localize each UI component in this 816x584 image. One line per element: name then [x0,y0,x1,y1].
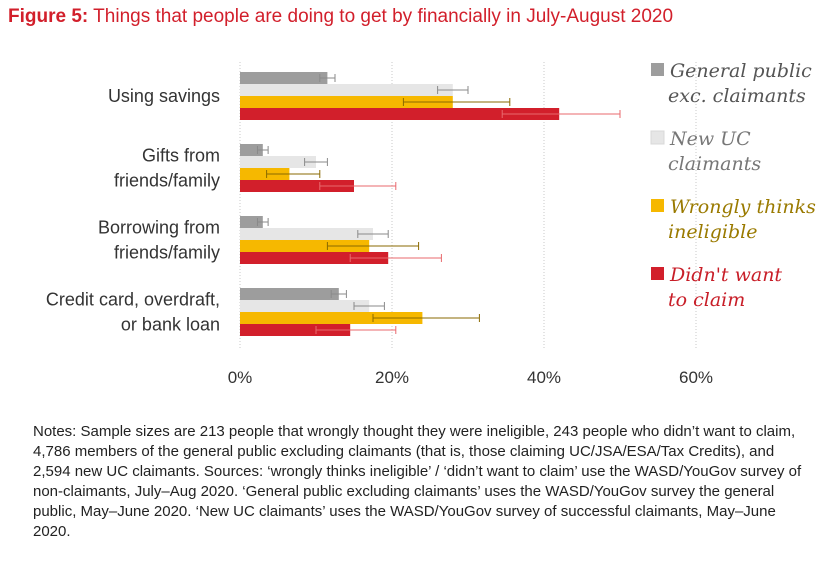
bar [240,96,453,108]
x-axis-ticks: 0% 20% 40% 60% [228,368,713,387]
category-label: friends/family [114,243,220,263]
bar [240,252,389,264]
figure-label: Figure 5: [8,6,89,27]
legend-swatch [651,199,664,212]
bar [240,84,453,96]
x-tick-label: 20% [375,368,409,387]
legend-label: ineligible [668,221,757,243]
bar [240,156,316,168]
figure-title: Figure 5: Things that people are doing t… [8,6,808,28]
legend-swatch [650,130,665,145]
legend-swatch [651,63,664,76]
x-tick-label: 60% [679,368,713,387]
bar [240,180,354,192]
category-label: friends/family [114,171,220,191]
legend-swatch [651,267,664,280]
legend-label: Didn't want [669,264,782,286]
bar [240,288,339,300]
bar [240,240,370,252]
legend-label: New UC [669,128,751,150]
bar-chart: Using savings Gifts from friends/family Bor… [46,60,816,387]
x-tick-label: 0% [228,368,253,387]
category-label: Using savings [108,86,220,106]
category-labels: Using savings Gifts from friends/family Bor… [46,86,220,335]
bar [240,108,560,120]
figure-title-text: Things that people are doing to get by f… [93,6,674,27]
chart-notes: Notes: Sample sizes are 213 people that … [33,423,802,540]
legend-label: to claim [668,289,745,311]
chart-legend: General public exc. claimants New UC claima… [650,60,816,311]
bar [240,300,370,312]
category-label: or bank loan [121,315,220,335]
category-label: Gifts from [142,146,220,166]
chart-bars [240,72,621,336]
category-label: Borrowing from [98,218,220,238]
legend-label: claimants [668,153,761,175]
category-label: Credit card, overdraft, [46,290,220,310]
bar [240,228,373,240]
legend-label: General public [670,60,812,82]
bar [240,72,328,84]
x-tick-label: 40% [527,368,561,387]
legend-label: Wrongly thinks [670,196,816,218]
bar [240,168,290,180]
legend-label: exc. claimants [668,85,806,107]
bar [240,324,351,336]
bar [240,312,423,324]
